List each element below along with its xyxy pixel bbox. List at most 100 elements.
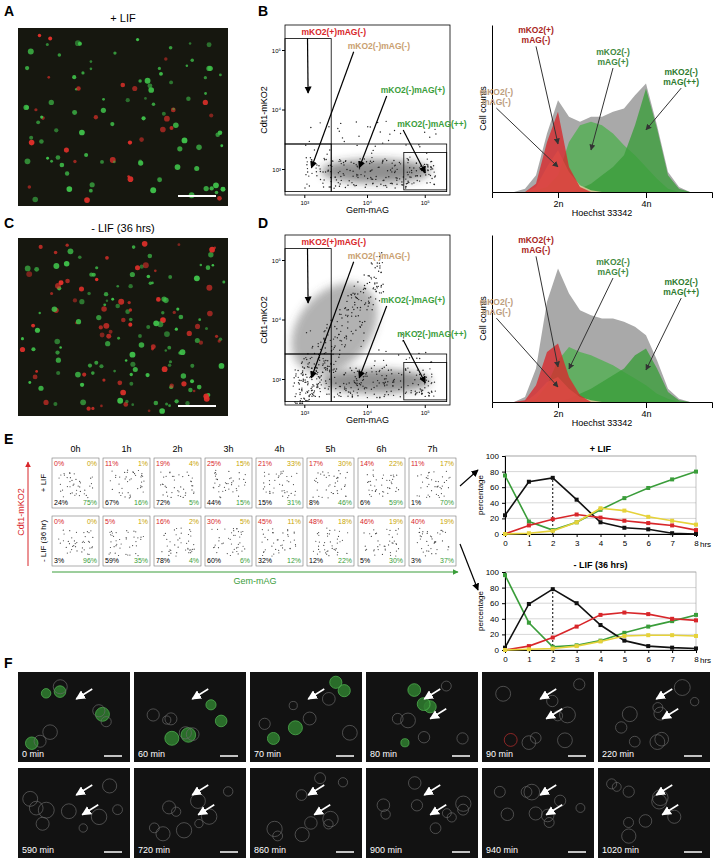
event-dot (218, 547, 219, 548)
event-dot (416, 175, 417, 176)
cell-dot (165, 402, 168, 405)
image-panel (18, 238, 228, 416)
event-dot (329, 370, 330, 371)
event-dot (190, 549, 191, 550)
tick-mark (502, 572, 505, 573)
event-dot (406, 359, 407, 360)
event-dot (283, 540, 284, 541)
event-dot (367, 178, 368, 179)
event-dot (310, 376, 311, 377)
event-dot (281, 473, 282, 474)
event-dot (306, 377, 307, 378)
event-dot (82, 547, 83, 548)
event-dot (388, 370, 389, 371)
cell-dot (129, 382, 133, 386)
event-dot (299, 392, 300, 393)
event-dot (311, 396, 312, 397)
tick-mark (502, 634, 505, 635)
event-dot (236, 528, 237, 529)
event-dot (325, 369, 326, 370)
event-dot (69, 481, 70, 482)
event-dot (426, 379, 427, 380)
event-dot (238, 531, 239, 532)
plot-area (503, 470, 698, 536)
event-dot (174, 487, 175, 488)
event-dot (314, 363, 315, 364)
event-dot (273, 487, 274, 488)
cell-dot (203, 394, 208, 399)
event-dot (311, 386, 312, 387)
event-dot (360, 384, 361, 385)
event-dot (357, 281, 358, 282)
event-dot (344, 346, 345, 347)
event-dot (400, 163, 401, 164)
event-dot (439, 487, 440, 488)
event-dot (394, 187, 395, 188)
event-dot (302, 375, 303, 376)
event-dot (429, 496, 430, 497)
event-dot (356, 382, 357, 383)
cell-dot (72, 110, 77, 115)
event-dot (70, 477, 71, 478)
tick-mark (696, 650, 697, 653)
event-dot (364, 171, 365, 172)
event-dot (346, 383, 347, 384)
cell-dot (117, 398, 123, 404)
event-dot (394, 165, 395, 166)
tick (425, 195, 426, 198)
tick-mark (577, 534, 578, 537)
event-dot (338, 356, 339, 357)
marker (551, 476, 555, 480)
line-chart: 012345678020406080100- LIF (36 hrs)hrspe… (476, 560, 711, 665)
event-dot (288, 481, 289, 482)
event-dot (349, 170, 350, 171)
mini-plot: 0%0%3%96% (52, 516, 99, 566)
event-dot (299, 403, 300, 404)
tick-label: 0 (495, 646, 500, 655)
event-dot (356, 121, 357, 122)
event-dot (375, 146, 376, 147)
event-dot (322, 372, 323, 373)
event-dot (431, 392, 432, 393)
label: mKO2(+)mAG(-) (302, 237, 367, 247)
marker (646, 486, 650, 490)
event-dot (294, 382, 295, 383)
event-dot (306, 183, 307, 184)
label-line: mKO2(-) (480, 87, 514, 97)
event-dot (351, 182, 352, 183)
event-dot (326, 489, 327, 490)
event-dot (336, 478, 337, 479)
event-dot (311, 379, 312, 380)
event-dot (175, 555, 176, 556)
event-dot (333, 187, 334, 188)
event-dot (358, 136, 359, 137)
event-dot (420, 377, 421, 378)
event-dot (170, 553, 171, 554)
event-dot (311, 367, 312, 368)
event-dot (119, 547, 120, 548)
event-dot (177, 539, 178, 540)
grid-line (505, 587, 696, 588)
label: 5% (240, 518, 250, 525)
cell-dot (173, 311, 176, 314)
axis: 020406080100 (486, 568, 506, 655)
event-dot (311, 159, 312, 160)
event-dot (119, 477, 120, 478)
event-dot (379, 292, 380, 293)
event-dot (407, 162, 408, 163)
event-dot (305, 357, 306, 358)
event-dot (302, 372, 303, 373)
event-dot (81, 551, 82, 552)
grid-line (505, 471, 696, 472)
event-dot (71, 480, 72, 481)
event-dot (221, 543, 222, 544)
event-dot (300, 398, 301, 399)
event-dot (84, 549, 85, 550)
event-dot (160, 471, 161, 472)
cell-dot (66, 244, 69, 247)
cell-dot (38, 386, 43, 391)
cell-dot (20, 347, 25, 352)
event-dot (211, 529, 212, 530)
event-dot (278, 477, 279, 478)
event-dot (316, 367, 317, 368)
